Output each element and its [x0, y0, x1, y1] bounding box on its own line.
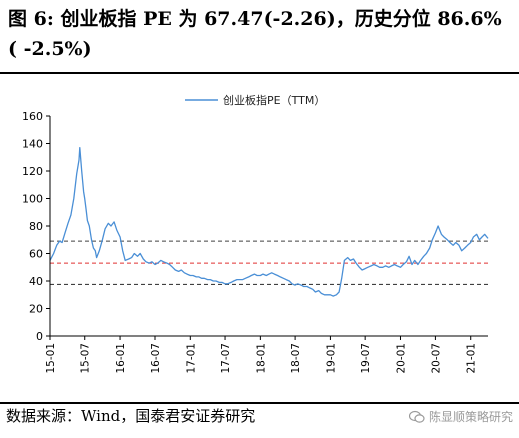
x-tick-label: 18-01 — [255, 343, 267, 374]
figure-title-line1: 图 6: 创业板指 PE 为 67.47(-2.26)，历史分位 86.6% — [8, 8, 502, 30]
y-tick-label: 160 — [22, 110, 43, 123]
y-tick-label: 20 — [29, 303, 43, 316]
figure-title-line2: ( -2.5%) — [8, 38, 92, 60]
x-tick-label: 17-07 — [220, 343, 232, 374]
chart-axes: 0 20 40 60 80 100 120 140 160 15-01 15-07 16-01 16-0… — [22, 110, 488, 374]
watermark: 陈显顺策略研究 — [408, 408, 513, 426]
y-tick-label: 80 — [29, 220, 43, 233]
figure-title: 图 6: 创业板指 PE 为 67.47(-2.26)，历史分位 86.6% (… — [8, 4, 513, 64]
x-tick-label: 20-07 — [430, 343, 442, 374]
x-tick-label: 15-01 — [45, 343, 57, 374]
legend-label: 创业板指PE（TTM） — [223, 93, 325, 107]
x-tick-label: 16-01 — [115, 343, 127, 374]
x-tick-label: 15-07 — [80, 343, 92, 374]
x-tick-label: 20-01 — [395, 343, 407, 374]
source-note: 数据来源：Wind，国泰君安证券研究 — [6, 407, 256, 425]
y-tick-label: 60 — [29, 248, 43, 261]
pe-line-chart: 创业板指PE（TTM） 0 20 40 60 80 100 120 140 160 15-01 15… — [22, 93, 489, 374]
x-tick-label: 21-01 — [466, 343, 478, 374]
reference-lines — [50, 240, 488, 285]
y-tick-label: 40 — [29, 275, 43, 288]
y-tick-label: 100 — [22, 193, 43, 206]
x-tick-label: 19-07 — [360, 343, 372, 374]
series-layer — [49, 146, 489, 297]
x-tick-label: 17-01 — [185, 343, 197, 374]
pe-series-line — [49, 146, 489, 297]
x-tick-label: 19-01 — [325, 343, 337, 374]
chart-legend: 创业板指PE（TTM） — [185, 93, 325, 107]
x-tick-label: 16-07 — [150, 343, 162, 374]
title-divider — [0, 72, 519, 74]
watermark-text: 陈显顺策略研究 — [428, 410, 513, 424]
footer-divider — [0, 402, 519, 404]
y-tick-label: 140 — [22, 138, 43, 151]
y-tick-label: 0 — [36, 330, 43, 343]
y-tick-label: 120 — [22, 165, 43, 178]
x-tick-label: 18-07 — [290, 343, 302, 374]
wechat-icon — [408, 410, 425, 423]
